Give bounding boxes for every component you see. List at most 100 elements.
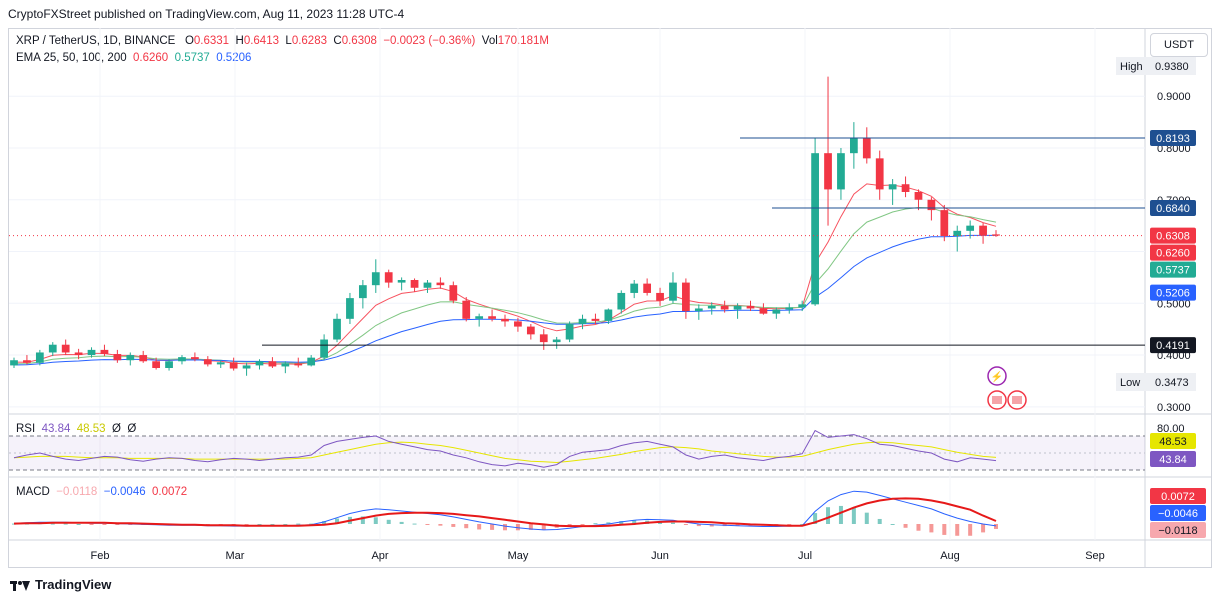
macd-histogram-bar [890,524,895,525]
macd-histogram-bar [903,524,908,528]
low-value: 0.3473 [1155,377,1189,389]
rsi-tag [1150,433,1196,449]
ema50-value: 0.5737 [174,52,210,64]
macd-histogram-bar [438,524,443,526]
macd-histogram-bar [916,524,921,531]
candle-body [320,339,328,358]
us-flag-stripes [992,396,1002,404]
rsi-tag [1150,451,1196,467]
macd-histogram-bar [670,522,675,524]
chart-frame [8,28,1212,568]
level-tag [1150,337,1196,354]
candle-body [488,316,496,319]
macd-tag [1150,505,1206,521]
candle-body [669,282,677,301]
candle-body [307,357,316,366]
ema-label[interactable]: EMA 25, 50, 100, 200 [16,52,127,64]
macd-histogram-bar [399,521,404,524]
macd-histogram-bar [425,524,430,525]
candle-body [423,282,432,288]
symbol-label[interactable]: XRP / TetherUS, 1D, BINANCE [16,35,176,47]
macd-histogram-bar [864,512,869,524]
candle-body [268,361,277,367]
signal-line [13,497,997,528]
macd-legend: MACD −0.0118 −0.0046 0.0072 [16,486,187,498]
candle-body [191,357,199,360]
level-tag-label: 0.8193 [1156,133,1190,145]
candle-body [979,225,987,236]
candle-body [229,362,238,369]
candle-body [61,344,70,353]
candle-body [410,280,419,288]
macd-histogram-bar [632,520,637,524]
macd-histogram-bar [296,523,301,525]
x-tick-label: Jun [651,550,669,562]
price-tag-label: 0.6308 [1156,231,1190,243]
macd-histogram-bar [89,524,94,525]
macd-histogram-bar [12,523,16,525]
y-tick-label: 0.9000 [1157,91,1191,103]
macd-histogram-bar [813,513,818,524]
rsi-tick-label: 80.00 [1157,423,1185,435]
macd-histogram-bar [360,516,365,524]
candle-body [216,362,225,365]
candle-body [294,363,303,366]
candle-body [746,305,755,309]
macd-histogram-bar [309,523,314,525]
tradingview-brand: TradingView [35,577,112,592]
macd-histogram-bar [477,524,482,530]
candle-body [358,285,367,299]
macd-histogram-bar [851,507,856,524]
macd-histogram-bar [683,524,688,525]
macd-histogram-bar [503,524,507,531]
ema100-value: 0.5206 [216,52,252,64]
x-tick-label: Apr [371,550,388,562]
macd-histogram-bar [464,524,469,529]
macd-histogram-bar [244,524,249,525]
high-box [1116,57,1196,75]
candle-body [113,354,122,361]
macd-tag-label: 0.0072 [1161,491,1195,503]
macd-hist-value: −0.0118 [56,486,98,498]
lightning-event-icon[interactable] [987,366,1007,386]
candle-body [333,318,341,340]
macd-histogram-bar [593,523,598,525]
currency-button[interactable]: USDT [1150,33,1208,57]
macd-histogram-bar [619,521,624,524]
macd-histogram-bar [826,507,831,524]
candle-body [656,292,664,301]
macd-histogram-bar [373,517,378,524]
candle-body [384,272,393,283]
macd-histogram-bar [63,523,68,525]
macd-histogram-bar [838,505,843,524]
candle-body [914,192,923,200]
y-tick-label: 0.3000 [1157,402,1191,414]
candle-body [281,363,290,367]
low-box [1116,373,1196,391]
close-label: C [333,35,342,47]
candle-body [539,334,548,343]
rsi-ma-value: 48.53 [76,423,106,435]
candle-body [565,324,574,340]
macd-value: −0.0046 [103,486,146,498]
macd-histogram-bar [528,524,533,530]
macd-tag-label: −0.0046 [1158,508,1198,520]
publisher-caption: CryptoFXStreet published on TradingView.… [8,7,405,21]
macd-histogram-bar [696,524,701,527]
tradingview-logo[interactable]: TradingView [10,577,111,592]
macd-label[interactable]: MACD [16,486,50,498]
macd-histogram-bar [541,524,546,530]
price-tag [1150,227,1196,244]
macd-histogram-bar [412,523,417,525]
candle-body [785,307,794,310]
rsi-label[interactable]: RSI [16,423,36,435]
tradingview-logo-icon [10,579,30,591]
candle-body [514,321,522,327]
signal-value: 0.0072 [152,486,188,498]
candle-body [953,230,962,236]
open-value: 0.6331 [193,35,230,47]
price-tag-label: 0.5737 [1156,265,1190,277]
rsi-tag-label: 48.53 [1159,436,1187,448]
macd-histogram-bar [490,524,495,530]
